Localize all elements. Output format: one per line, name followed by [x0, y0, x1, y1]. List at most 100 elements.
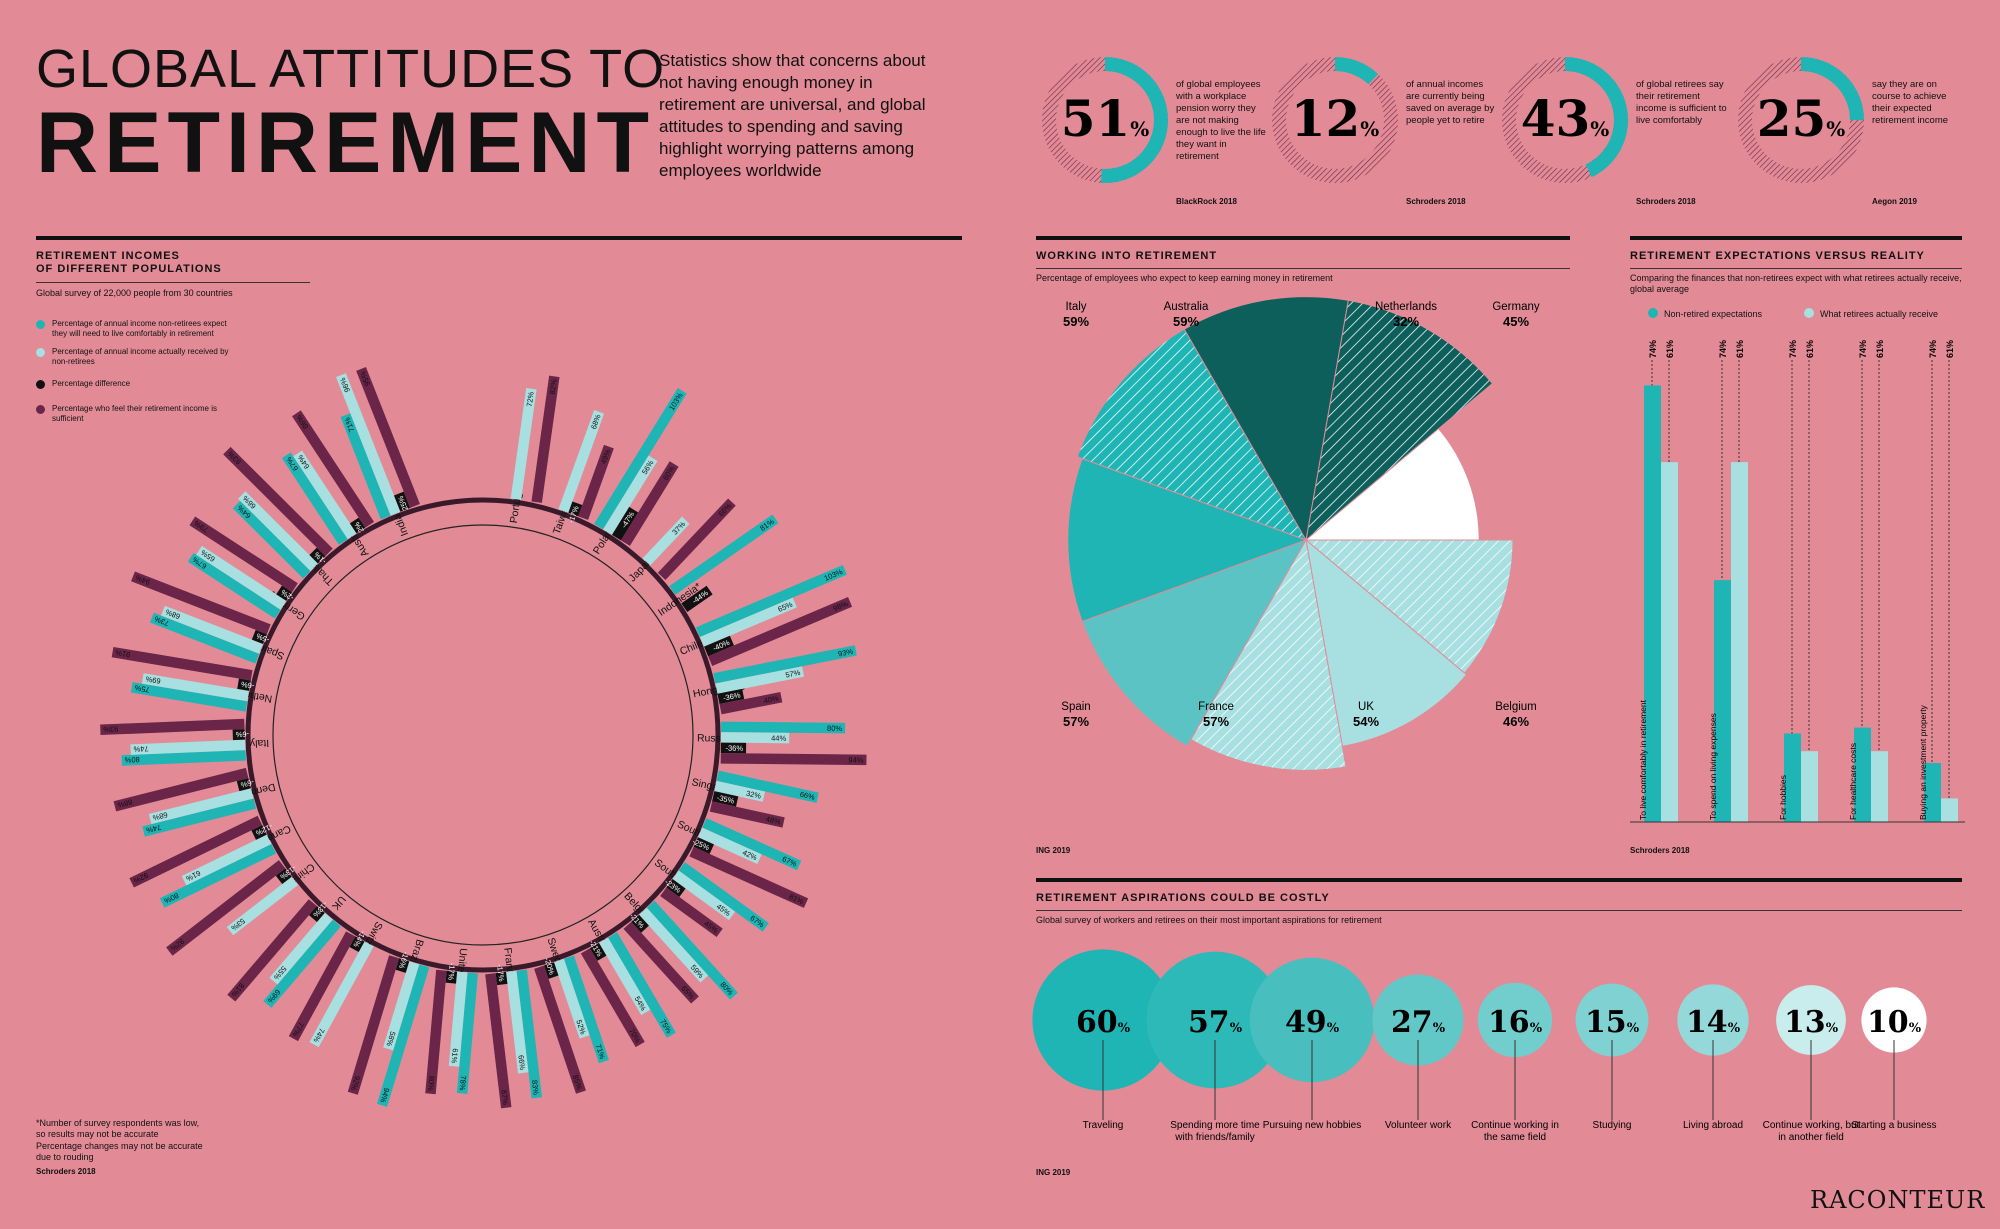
- legend-swatch: [36, 320, 45, 329]
- expectations-subtitle: Comparing the finances that non-retirees…: [1630, 273, 1962, 294]
- bar: [340, 413, 391, 520]
- bar: [238, 491, 318, 571]
- bar-label: 87%: [499, 1089, 510, 1105]
- stat-source: Schroders 2018: [1406, 197, 1466, 206]
- bubble-label: Continue working in the same field: [1471, 1120, 1559, 1143]
- stat-text: of annual incomes are currently being sa…: [1406, 79, 1495, 126]
- bar-actual: [1941, 798, 1958, 822]
- bar: [356, 367, 420, 508]
- bar: [113, 767, 249, 812]
- bar: [631, 914, 649, 933]
- bar-label: 80%: [426, 1075, 436, 1091]
- bar-actual: [1731, 462, 1748, 822]
- bar: [720, 753, 867, 766]
- bar-label: 66%: [799, 790, 816, 802]
- stat-source: Aegon 2019: [1872, 197, 1917, 206]
- pie-slice: [1305, 299, 1494, 542]
- bar-label: 88%: [116, 797, 133, 809]
- legend-swatch-actual: [1804, 308, 1814, 318]
- bubble-label: Traveling: [1083, 1120, 1124, 1131]
- bar-label: 85%: [571, 1074, 584, 1091]
- bar: [708, 597, 853, 667]
- radial-source: Schroders 2018: [36, 1167, 96, 1176]
- bar: [276, 585, 293, 601]
- top-label-expect: 74%: [1858, 340, 1868, 358]
- divider: [1630, 236, 1962, 240]
- bar: [166, 860, 286, 956]
- radial-title-2: OF DIFFERENT POPULATIONS: [36, 263, 222, 275]
- bar: [721, 721, 846, 734]
- raconteur-logo: RACONTEUR: [1810, 1186, 1986, 1214]
- pie-label: Belgium: [1495, 701, 1537, 713]
- bar: [100, 718, 245, 736]
- top-label-actual: 61%: [1665, 340, 1675, 358]
- bar: [445, 970, 458, 984]
- bar: [196, 545, 287, 610]
- bar-expect: [1924, 763, 1941, 822]
- bar: [309, 547, 326, 564]
- pie-value: 45%: [1503, 314, 1529, 329]
- bar-label: 80%: [827, 724, 842, 733]
- bar-label: 93%: [103, 724, 119, 734]
- aspirations-source: ING 2019: [1036, 1168, 1071, 1177]
- divider: [1036, 910, 1962, 911]
- bubble-label: Studying: [1593, 1120, 1632, 1131]
- bar-label: 71%: [594, 1043, 607, 1060]
- bar-label: 80%: [124, 755, 140, 765]
- category-label: For healthcare costs: [1848, 743, 1858, 820]
- bar: [720, 732, 790, 744]
- pie-slice: [1067, 457, 1308, 623]
- bar: [689, 846, 809, 908]
- working-subtitle: Percentage of employees who expect to ke…: [1036, 273, 1333, 283]
- bar: [141, 673, 250, 702]
- bar: [702, 818, 802, 871]
- working-source: ING 2019: [1036, 846, 1071, 855]
- pie-slice: [1190, 538, 1347, 771]
- bar: [516, 969, 543, 1099]
- divider: [1630, 268, 1962, 269]
- bar: [393, 491, 411, 512]
- bar: [563, 955, 609, 1064]
- working-title: WORKING INTO RETIREMENT: [1036, 250, 1218, 262]
- bar: [646, 900, 738, 1000]
- bubble-label: Volunteer work: [1385, 1120, 1452, 1131]
- radial-footnote-1: *Number of survey respondents was low, s…: [36, 1118, 200, 1139]
- bar: [720, 742, 747, 754]
- bar: [293, 450, 357, 540]
- pie-value: 54%: [1353, 714, 1379, 729]
- bar: [309, 941, 374, 1048]
- bar-label: 61%: [449, 1048, 459, 1064]
- bar: [666, 879, 686, 898]
- bar: [719, 692, 783, 715]
- stat-text: of global employees with a workplace pen…: [1176, 79, 1266, 162]
- bar: [693, 837, 714, 854]
- bar: [111, 646, 253, 681]
- bar: [448, 971, 468, 1067]
- page-title-line-2: RETIREMENT: [36, 95, 655, 191]
- bubble: [1032, 949, 1174, 1091]
- bar-label: 94%: [848, 755, 863, 764]
- country-label: Italy: [249, 737, 269, 750]
- bar: [129, 815, 263, 888]
- radial-title-1: RETIREMENT INCOMES: [36, 250, 180, 262]
- stat-ring-value: [1272, 57, 1398, 183]
- legend-label-actual: What retirees actually receive: [1820, 309, 1939, 319]
- bar-label: 74%: [133, 744, 149, 754]
- pie-label: UK: [1358, 701, 1374, 713]
- stat-ring-value: [1502, 57, 1628, 183]
- bar: [608, 932, 676, 1038]
- bar: [349, 517, 366, 534]
- stat-text: say they are on course to achieve their …: [1872, 79, 1949, 126]
- bar-label: -6%: [239, 777, 254, 789]
- bar: [554, 958, 590, 1039]
- bar: [506, 970, 529, 1074]
- bar-label: 44%: [771, 734, 786, 743]
- bar: [699, 597, 797, 647]
- bubble: [1372, 974, 1464, 1066]
- bar: [349, 936, 365, 952]
